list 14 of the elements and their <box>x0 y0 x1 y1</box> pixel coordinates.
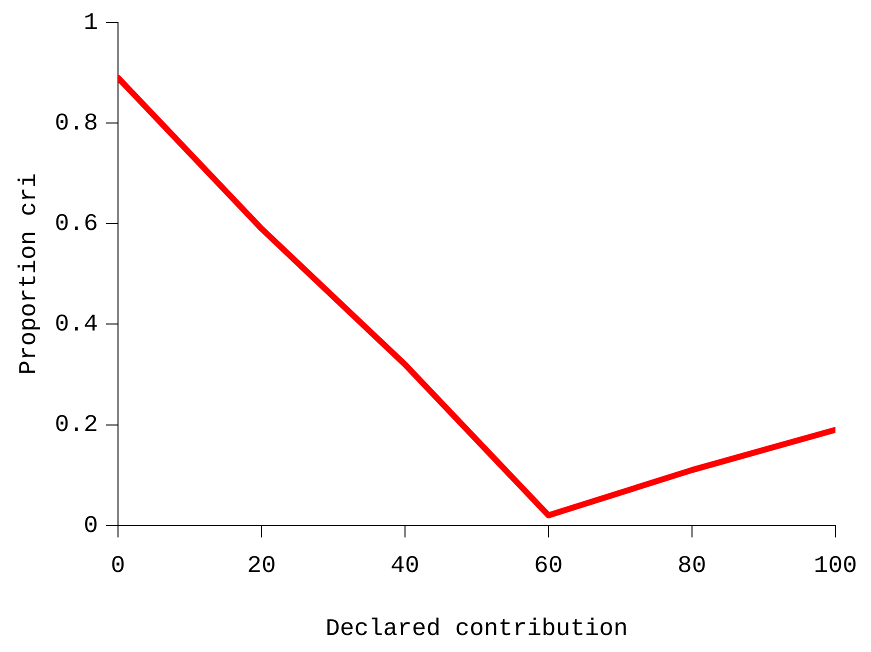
y-tick-label: 0.2 <box>54 412 98 440</box>
x-tick-label: 100 <box>814 553 858 580</box>
y-tick-label: 0 <box>84 512 98 540</box>
x-axis-title: Declared contribution <box>325 616 628 643</box>
y-axis-title: Proportion cri <box>16 173 43 375</box>
y-tick-label: 0.6 <box>54 210 98 238</box>
y-tick-label: 0.4 <box>54 312 98 339</box>
y-tick-label: 1 <box>84 10 98 37</box>
x-tick-label: 60 <box>534 553 563 580</box>
x-tick-label: 40 <box>390 553 420 580</box>
x-tick-label: 20 <box>247 553 276 580</box>
x-tick-label: 0 <box>110 553 126 580</box>
y-tick-label: 0.8 <box>54 110 98 138</box>
x-tick-label: 80 <box>678 553 706 580</box>
